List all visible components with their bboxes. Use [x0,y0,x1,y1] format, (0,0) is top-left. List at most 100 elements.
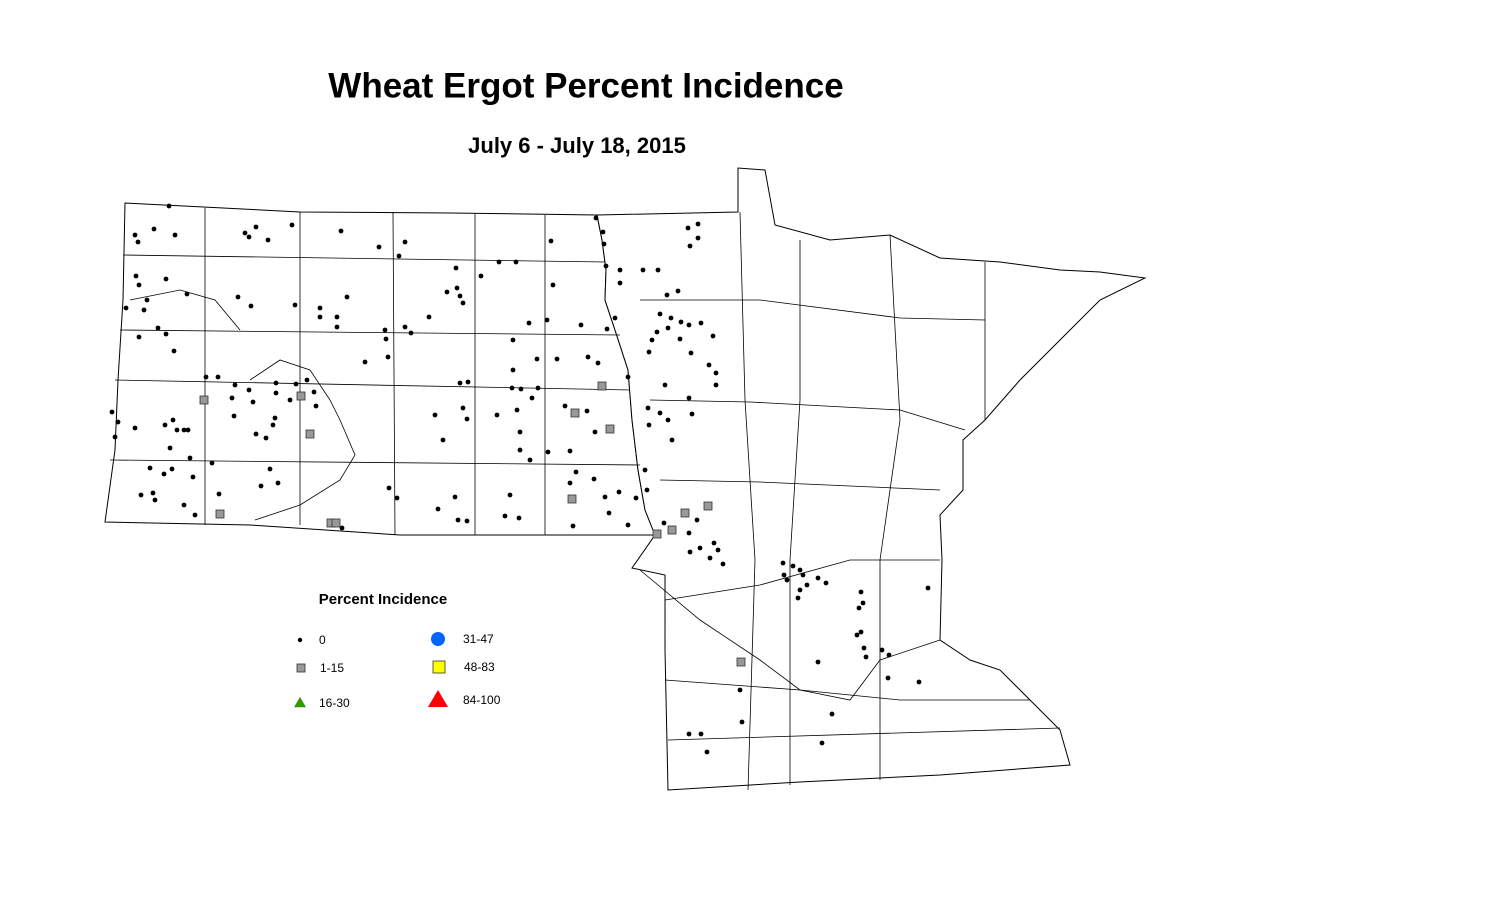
site-dot [460,405,466,411]
site-dot [344,294,350,300]
site-dot [246,387,252,393]
site-dot [591,476,597,482]
site-dot [514,407,520,413]
site-dot [858,629,864,635]
site-dot [534,356,540,362]
site-dot [617,280,623,286]
site-dot [711,540,717,546]
site-dot [132,232,138,238]
site-dot [185,427,191,433]
site-dot [661,520,667,526]
site-dot [362,359,368,365]
site-dot [567,480,573,486]
site-dot [313,403,319,409]
site-dot [646,422,652,428]
site-dot [790,563,796,569]
site-dot [695,221,701,227]
site-dot [697,545,703,551]
site-dot [258,483,264,489]
site-square [667,525,677,535]
site-dot [253,224,259,230]
site-dot [694,517,700,523]
site-dot [625,374,631,380]
site-dot [385,354,391,360]
site-dot [171,348,177,354]
site-dot [464,518,470,524]
site-dot [163,276,169,282]
site-dot [460,300,466,306]
site-dot [509,385,515,391]
site-dot [780,560,786,566]
site-dot [184,291,190,297]
site-dot [739,719,745,725]
site-dot [150,490,156,496]
legend-title: Percent Incidence [319,591,447,608]
site-dot [115,419,121,425]
site-dot [138,492,144,498]
site-dot [644,487,650,493]
site-square [570,408,580,418]
site-dot [704,749,710,755]
marker-square [432,660,446,674]
site-dot [272,415,278,421]
site-dot [544,317,550,323]
site-square [305,429,315,439]
site-dot [797,587,803,593]
marker-triangle [428,690,448,707]
site-dot [815,575,821,581]
site-dot [665,417,671,423]
site-dot [593,215,599,221]
site-dot [715,547,721,553]
marker-triangle [294,697,306,708]
site-dot [174,427,180,433]
site-dot [292,302,298,308]
site-dot [109,409,115,415]
site-dot [829,711,835,717]
site-dot [457,293,463,299]
site-dot [617,267,623,273]
site-dot [187,455,193,461]
site-dot [334,324,340,330]
site-dot [250,399,256,405]
site-dot [163,331,169,337]
site-dot [152,497,158,503]
site-dot [144,297,150,303]
site-dot [453,265,459,271]
site-dot [925,585,931,591]
site-dot [394,495,400,501]
site-dot [562,403,568,409]
site-dot [819,740,825,746]
site-square [331,518,341,528]
site-dot [645,405,651,411]
site-dot [713,382,719,388]
site-dot [502,513,508,519]
site-dot [916,679,922,685]
site-dot [215,374,221,380]
site-dot [242,230,248,236]
site-dot [235,294,241,300]
site-square [680,508,690,518]
legend-label: 1-15 [320,661,344,675]
site-dot [440,437,446,443]
site-dot [248,303,254,309]
site-dot [465,379,471,385]
site-dot [162,422,168,428]
legend-label: 16-30 [319,696,350,710]
site-dot [334,314,340,320]
site-dot [287,397,293,403]
site-dot [263,435,269,441]
site-dot [606,510,612,516]
site-dot [567,448,573,454]
site-dot [293,381,299,387]
site-dot [602,494,608,500]
site-dot [510,337,516,343]
site-dot [304,377,310,383]
site-dot [578,322,584,328]
site-dot [854,632,860,638]
site-dot [649,337,655,343]
map-subtitle: July 6 - July 18, 2015 [468,133,686,158]
site-dot [600,229,606,235]
site-square [199,395,209,405]
site-dot [167,445,173,451]
site-square [597,381,607,391]
